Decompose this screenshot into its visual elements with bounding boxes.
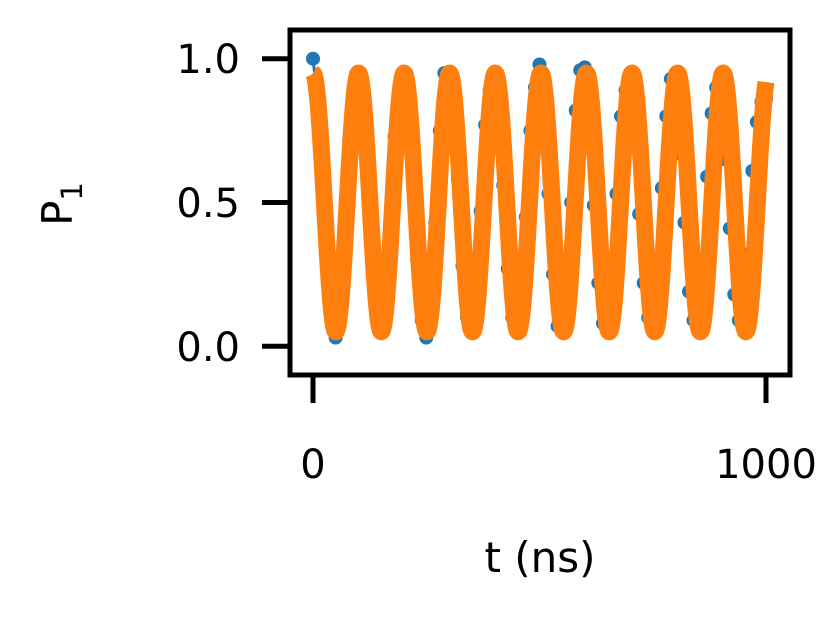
svg-text:P1: P1	[33, 182, 89, 226]
y-axis-label-main: P	[33, 201, 82, 226]
fit-series	[305, 64, 775, 341]
y-axis-label-subscript: 1	[55, 182, 89, 200]
y-axis: 1.0 0.5 0.0	[176, 37, 290, 371]
fit-line	[305, 64, 775, 341]
y-tick-label: 0.5	[176, 181, 240, 227]
x-axis-label: t (ns)	[484, 533, 595, 582]
x-tick-label: 1000	[715, 442, 817, 488]
data-point	[306, 51, 320, 66]
y-tick-label: 0.0	[176, 325, 240, 371]
y-axis-label: P1	[33, 182, 89, 226]
y-tick-label: 1.0	[176, 37, 240, 83]
x-axis: 0 1000	[300, 375, 817, 488]
x-tick-label: 0	[300, 442, 325, 488]
